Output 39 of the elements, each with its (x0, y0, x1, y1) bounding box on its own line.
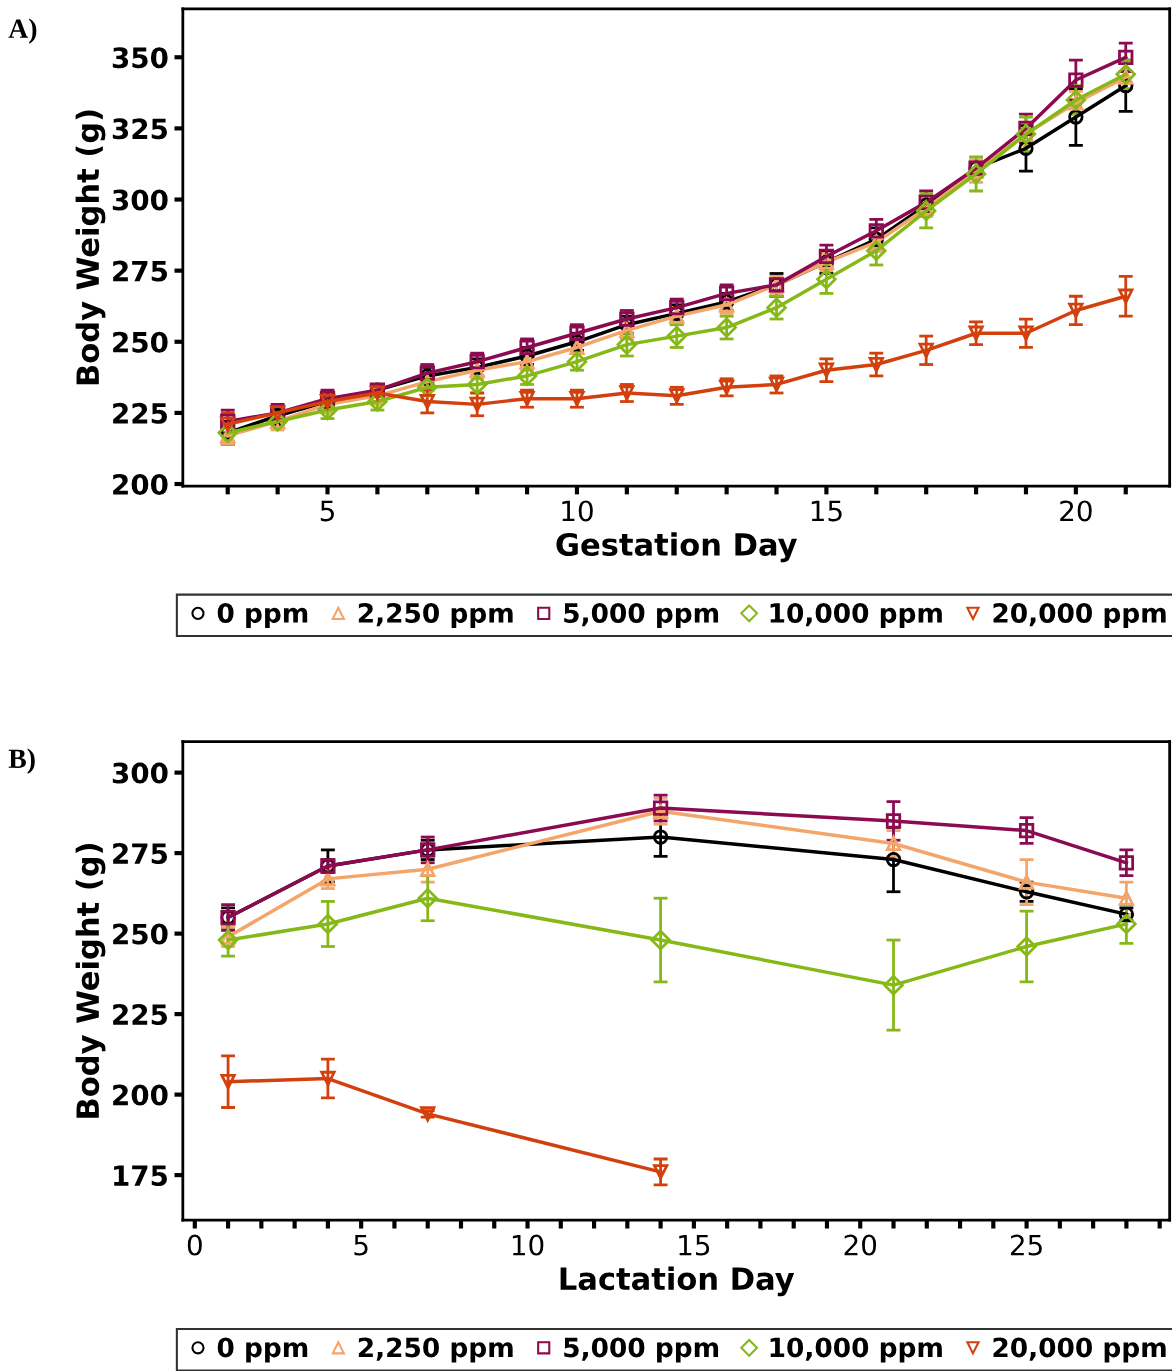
y-tick-label: 225 (113, 1004, 167, 1026)
legend-label: 0 ppm (217, 1337, 308, 1363)
x-tick-label: 5 (354, 1234, 368, 1256)
y-tick-label: 225 (113, 402, 167, 424)
text: A) (8, 18, 37, 44)
y-tick-label: 200 (113, 473, 168, 495)
y-axis-title: Body Weight (g) (75, 843, 106, 1118)
x-tick-label: 20 (844, 1234, 877, 1256)
x-tick-label: 20 (1060, 500, 1092, 522)
y-tick-label: 275 (113, 843, 167, 865)
legend-label: 5,000 ppm (564, 1337, 719, 1363)
x-axis-title: Lactation Day (560, 1266, 795, 1297)
legend-label: 2,250 ppm (358, 603, 513, 629)
x-tick-label: 15 (679, 1234, 710, 1256)
x-tick-label: 10 (562, 500, 593, 522)
y-tick-label: 300 (112, 189, 168, 211)
x-tick-label: 10 (512, 1234, 544, 1256)
y-axis-title: Body Weight (g) (75, 110, 106, 385)
x-tick-label: 25 (1010, 1234, 1042, 1256)
text: B) (8, 748, 35, 774)
legend-label: 10,000 ppm (770, 603, 942, 629)
legend-label: 10,000 ppm (770, 1337, 942, 1363)
legend-label: 20,000 ppm (993, 1337, 1166, 1363)
y-tick-label: 175 (114, 1165, 167, 1187)
y-tick-label: 250 (113, 331, 168, 353)
x-axis-title: Gestation Day (556, 532, 797, 563)
y-tick-label: 250 (113, 923, 168, 945)
legend-label: 0 ppm (217, 603, 308, 629)
legend-label: 20,000 ppm (993, 603, 1166, 629)
y-tick-label: 325 (112, 118, 167, 140)
x-tick-label: 15 (811, 500, 842, 522)
x-tick-label: 0 (187, 1234, 202, 1256)
y-tick-label: 275 (113, 260, 167, 282)
y-tick-label: 200 (113, 1084, 168, 1106)
y-tick-label: 350 (112, 47, 168, 69)
legend-label: 5,000 ppm (564, 603, 719, 629)
legend-label: 2,250 ppm (358, 1337, 513, 1363)
x-tick-label: 5 (320, 500, 334, 522)
y-tick-label: 300 (112, 762, 168, 784)
